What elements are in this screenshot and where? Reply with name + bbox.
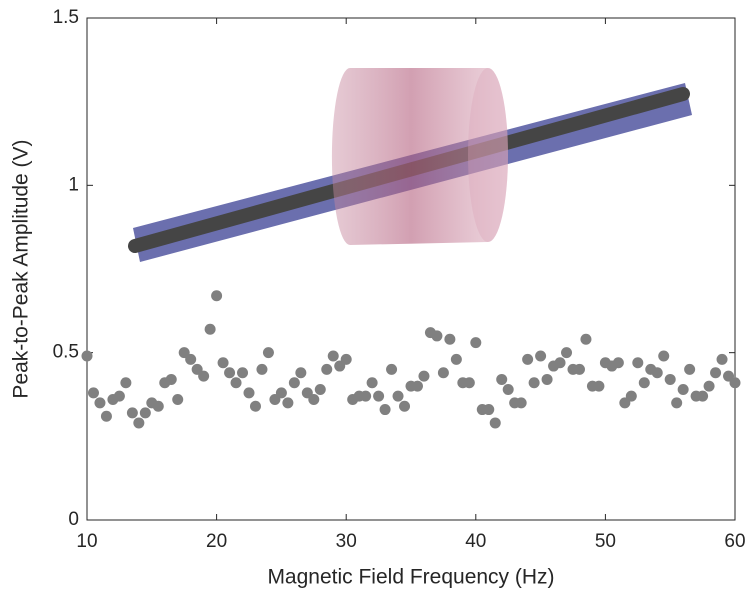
point: [288, 377, 300, 389]
point: [321, 363, 333, 375]
point: [554, 357, 566, 369]
x-tick-label: 40: [465, 531, 486, 552]
point: [671, 397, 683, 409]
point: [249, 400, 261, 412]
point: [515, 397, 527, 409]
point: [437, 367, 449, 379]
point: [340, 353, 352, 365]
point: [638, 377, 650, 389]
point: [651, 367, 663, 379]
point: [528, 377, 540, 389]
cylinder-face: [468, 68, 508, 242]
point: [81, 350, 93, 362]
point: [224, 367, 236, 379]
point: [580, 333, 592, 345]
point: [230, 377, 242, 389]
point: [496, 373, 508, 385]
x-tick-label: 60: [724, 531, 745, 552]
point: [295, 367, 307, 379]
point: [204, 323, 216, 335]
point: [697, 390, 709, 402]
point: [444, 333, 456, 345]
point: [217, 357, 229, 369]
point: [411, 380, 423, 392]
point: [463, 377, 475, 389]
point: [120, 377, 132, 389]
point: [152, 400, 164, 412]
point: [658, 350, 670, 362]
point: [418, 370, 430, 382]
point: [522, 353, 534, 365]
point: [392, 390, 404, 402]
point: [139, 407, 151, 419]
y-tick-label: 0.5: [53, 342, 79, 363]
point: [470, 337, 482, 349]
point: [211, 290, 223, 302]
y-tick-label: 0: [68, 509, 79, 530]
point: [612, 357, 624, 369]
cylinder-body: [331, 68, 508, 245]
point: [262, 347, 274, 359]
point: [360, 390, 372, 402]
point: [165, 373, 177, 385]
point: [729, 377, 741, 389]
point: [625, 390, 637, 402]
point: [243, 387, 255, 399]
point: [664, 373, 676, 385]
x-tick-label: 50: [595, 531, 616, 552]
x-tick-label: 20: [206, 531, 227, 552]
point: [366, 377, 378, 389]
point: [716, 353, 728, 365]
point: [632, 357, 644, 369]
point: [593, 380, 605, 392]
point: [710, 367, 722, 379]
point: [561, 347, 573, 359]
point: [489, 417, 501, 429]
point: [703, 380, 715, 392]
point: [677, 383, 689, 395]
point: [172, 394, 184, 406]
y-tick-label: 1.5: [53, 7, 79, 28]
point: [87, 387, 99, 399]
point: [94, 397, 106, 409]
x-tick-label: 30: [336, 531, 357, 552]
x-tick-label: 10: [76, 531, 97, 552]
point: [126, 407, 138, 419]
y-axis-title: Peak-to-Peak Amplitude (V): [10, 139, 33, 398]
point: [185, 353, 197, 365]
point: [684, 363, 696, 375]
point: [399, 400, 411, 412]
y-tick-label: 1: [68, 174, 79, 195]
point: [314, 383, 326, 395]
point: [573, 363, 585, 375]
point: [483, 404, 495, 416]
point: [541, 373, 553, 385]
point: [327, 350, 339, 362]
point: [133, 417, 145, 429]
point: [237, 367, 249, 379]
point: [100, 410, 112, 422]
point: [256, 363, 268, 375]
point: [386, 363, 398, 375]
point: [379, 404, 391, 416]
point: [502, 383, 514, 395]
point: [275, 387, 287, 399]
point: [450, 353, 462, 365]
point: [308, 394, 320, 406]
point: [431, 330, 443, 342]
point: [373, 390, 385, 402]
illustration: [128, 68, 692, 262]
point: [198, 370, 210, 382]
point: [535, 350, 547, 362]
x-axis-title: Magnetic Field Frequency (Hz): [267, 566, 554, 589]
point: [282, 397, 294, 409]
point: [113, 390, 125, 402]
